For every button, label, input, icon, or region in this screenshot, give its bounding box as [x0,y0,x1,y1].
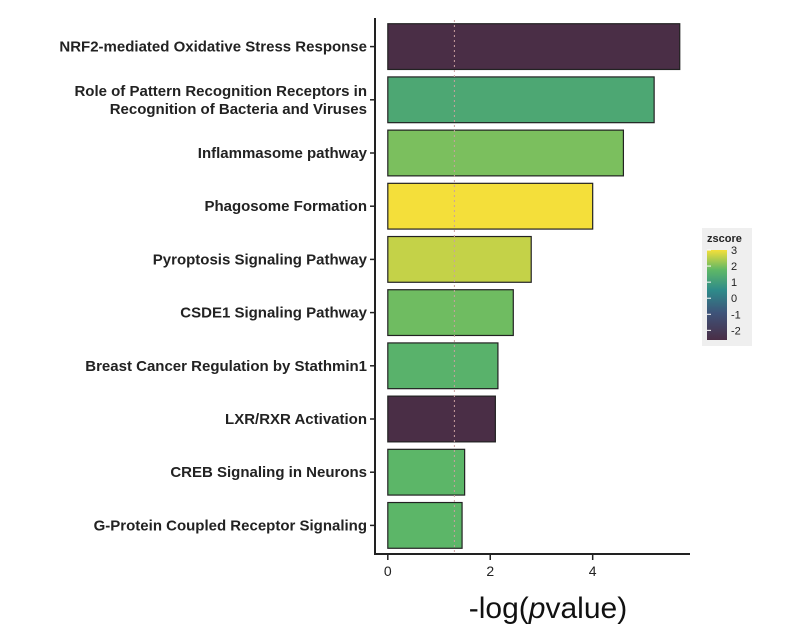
legend-title: zscore [707,233,742,245]
category-label: CREB Signaling in Neurons [170,464,367,481]
category-label: G-Protein Coupled Receptor Signaling [94,517,367,534]
category-label: LXR/RXR Activation [225,411,367,428]
x-axis-ticks: 0 2 4 [384,555,597,579]
bar [387,129,625,177]
category-label: Inflammasome pathway [198,145,368,162]
category-label: Breast Cancer Regulation by Stathmin1 [85,358,367,375]
legend-tick-label: -2 [731,325,741,337]
bar [387,448,466,496]
legend: zscore 3 2 1 0 -1 -2 [702,228,752,346]
category-label: Pyroptosis Signaling Pathway [153,251,368,268]
bar [387,235,532,283]
x-title-italic: p [528,592,546,625]
category-labels: NRF2-mediated Oxidative Stress Response R… [59,39,375,534]
bar [387,76,655,124]
x-title-prefix: -log( [469,592,529,625]
legend-tick-label: 1 [731,277,737,289]
bar [387,182,594,230]
legend-tick-label: 0 [731,293,737,305]
x-axis-title: -log(pvalue) [469,592,627,625]
legend-ticks: 3 2 1 0 -1 -2 [707,245,741,337]
x-tick-label: 0 [384,563,392,579]
bar [387,23,681,71]
legend-tick-label: 3 [731,245,737,257]
category-label: NRF2-mediated Oxidative Stress Response [59,39,367,56]
bar [387,342,499,390]
x-tick-label: 4 [589,563,597,579]
bar [387,501,463,549]
legend-colorbar [707,250,727,340]
bars [387,23,681,549]
legend-tick-label: -1 [731,309,741,321]
x-tick-label: 2 [486,563,494,579]
category-label: Phagosome Formation [204,198,367,215]
bar [387,289,514,337]
category-label: Role of Pattern Recognition Receptors in… [74,83,367,118]
bar [387,395,496,443]
legend-tick-label: 2 [731,261,737,273]
x-title-suffix: value) [545,592,627,625]
category-label: CSDE1 Signaling Pathway [180,305,367,322]
